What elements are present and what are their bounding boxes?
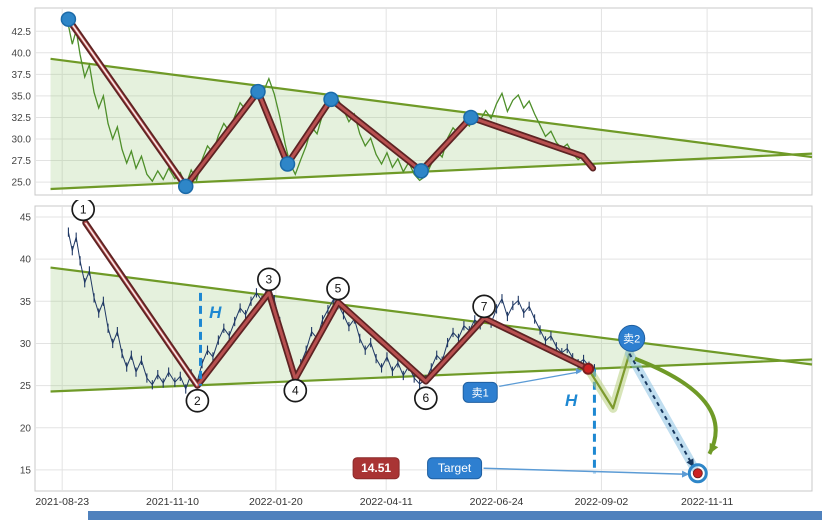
wedge-upper-line	[50, 266, 813, 366]
svg-text:Target: Target	[438, 461, 472, 475]
pivot-number-3: 3	[257, 267, 281, 292]
y-tick-label: 32.5	[12, 113, 32, 124]
y-tick-label: 45	[20, 212, 32, 223]
bottom-scroll-bar[interactable]	[88, 511, 822, 520]
pivot-dot	[250, 83, 266, 100]
svg-text:卖1: 卖1	[472, 386, 489, 399]
pivot-number-5: 5	[326, 276, 350, 301]
wedge-fill	[50, 267, 813, 392]
pivot-dot	[463, 109, 479, 126]
sell1-badge: 卖1	[462, 381, 498, 403]
wedge-lower-line	[50, 152, 813, 191]
x-tick-label: 2022-06-24	[470, 496, 524, 508]
svg-text:3: 3	[266, 272, 273, 286]
x-tick-label: 2022-04-11	[360, 496, 413, 508]
wedge-fill	[50, 58, 813, 189]
svg-text:14.51: 14.51	[361, 461, 391, 475]
sell2-badge: 卖2	[618, 324, 646, 352]
y-tick-label: 40	[20, 255, 32, 266]
target-point-ring	[687, 463, 708, 484]
x-tick-label: 2021-08-23	[35, 496, 89, 508]
y-tick-label: 15	[20, 465, 32, 476]
target-arrow	[483, 467, 687, 476]
pivot-number-2: 2	[185, 388, 210, 413]
x-tick-label: 2022-09-02	[575, 496, 629, 508]
pivot-number-1: 1	[71, 200, 96, 222]
pivot-dot	[413, 163, 429, 179]
y-tick-label: 40.0	[12, 48, 32, 59]
price-line	[67, 232, 595, 391]
y-tick-label: 30.0	[12, 134, 32, 145]
svg-text:4: 4	[292, 384, 299, 398]
y-tick-label: 25.0	[12, 178, 32, 189]
x-tick-label: 2022-11-11	[681, 496, 733, 508]
svg-text:1: 1	[80, 202, 87, 216]
wedge-upper-line	[50, 57, 813, 159]
pivot-dot	[60, 11, 77, 27]
svg-text:2: 2	[194, 394, 201, 408]
pivot-number-6: 6	[413, 386, 438, 411]
y-tick-label: 42.5	[12, 27, 32, 38]
sell1-point	[582, 362, 595, 375]
target-point	[692, 468, 703, 479]
top-zigzag-chart: 42.5 40.0 37.5 35.0 32.5 30.0 27.5 25.0	[12, 7, 813, 196]
target-badge: Target	[427, 457, 483, 480]
x-tick-label: 2021-11-10	[146, 496, 199, 508]
curve-arrow	[634, 356, 718, 455]
svg-text:6: 6	[422, 391, 429, 405]
x-tick-label: 2022-01-20	[249, 496, 303, 508]
svg-text:5: 5	[335, 282, 342, 296]
pivot-dot	[323, 91, 339, 108]
h-label: H	[209, 303, 222, 322]
h-label: H	[565, 391, 578, 410]
pivot-number-4: 4	[283, 378, 308, 403]
svg-text:卖2: 卖2	[623, 332, 640, 345]
y-tick-label: 25	[20, 381, 32, 392]
y-tick-label: 35.0	[12, 91, 32, 102]
y-tick-label: 27.5	[12, 156, 32, 167]
y-tick-label: 37.5	[12, 70, 32, 81]
price-target-badge: 14.51	[352, 457, 400, 480]
y-tick-label: 30	[20, 339, 32, 350]
y-tick-label: 20	[20, 423, 32, 434]
pivot-dot	[279, 156, 296, 172]
pivot-number-7: 7	[472, 294, 496, 319]
pivot-dot	[177, 178, 194, 195]
svg-text:7: 7	[481, 299, 488, 313]
y-tick-label: 35	[20, 297, 32, 308]
